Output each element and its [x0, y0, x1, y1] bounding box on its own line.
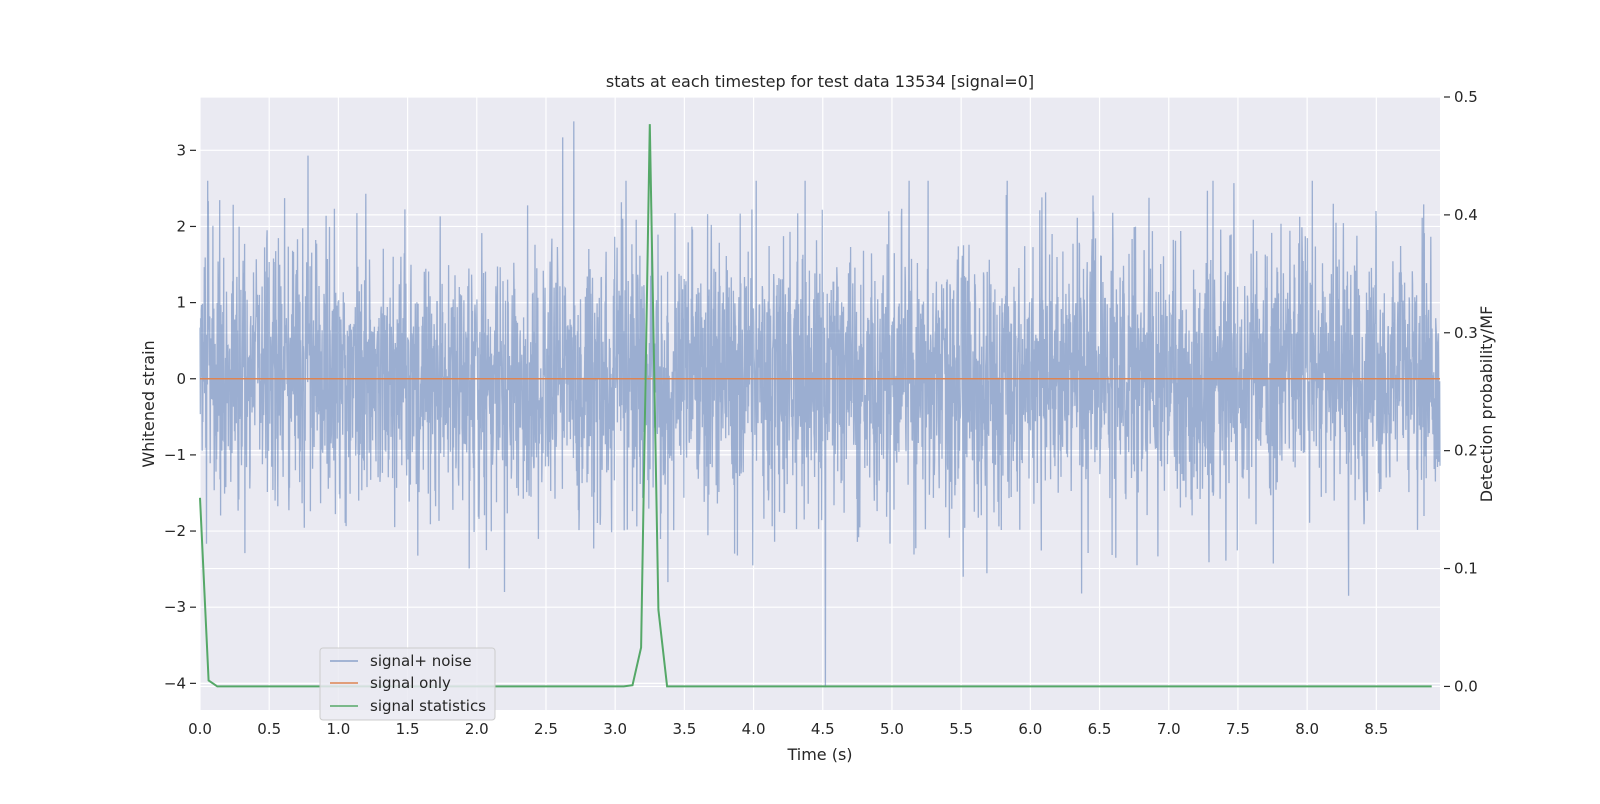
- chart-title: stats at each timestep for test data 135…: [606, 72, 1034, 91]
- right-tick-label: 0.0: [1454, 677, 1478, 695]
- x-tick-label: 0.5: [257, 720, 281, 738]
- signal-statistics-line: [199, 124, 1432, 688]
- signal-noise-series: [199, 121, 1441, 688]
- y-tick-label: −3: [164, 598, 186, 616]
- y-tick-label: 3: [176, 141, 186, 159]
- x-tick-label: 7.0: [1157, 720, 1181, 738]
- y-axis-label-right: Detection probability/MF: [1477, 306, 1496, 503]
- right-tick-label: 0.5: [1454, 88, 1478, 106]
- y-tick-label: 1: [176, 294, 186, 312]
- x-tick-label: 8.0: [1295, 720, 1319, 738]
- x-tick-label: 6.5: [1088, 720, 1112, 738]
- x-tick-label: 3.0: [603, 720, 627, 738]
- x-axis-label: Time (s): [786, 745, 852, 764]
- x-tick-label: 4.0: [742, 720, 766, 738]
- right-tick-label: 0.3: [1454, 324, 1478, 342]
- legend-label-signal-noise: signal+ noise: [370, 652, 472, 670]
- signal-statistics-series: [199, 124, 1432, 688]
- x-tick-label: 1.0: [326, 720, 350, 738]
- x-tick-label: 5.0: [880, 720, 904, 738]
- x-tick-label: 2.0: [465, 720, 489, 738]
- y-axis-label-left: Whitened strain: [139, 340, 158, 467]
- x-tick-label: 4.5: [811, 720, 835, 738]
- x-tick-label: 6.0: [1018, 720, 1042, 738]
- signal-noise-line: [199, 121, 1441, 688]
- right-tick-label: 0.1: [1454, 560, 1478, 578]
- right-tick-label: 0.2: [1454, 442, 1478, 460]
- legend-label-signal-statistics: signal statistics: [370, 697, 486, 715]
- right-axis: 0.0 0.1 0.2 0.3 0.4 0.5: [1444, 88, 1478, 695]
- legend: signal+ noise signal only signal statist…: [319, 647, 496, 721]
- x-tick-label: 3.5: [672, 720, 696, 738]
- x-tick-label: 1.5: [396, 720, 420, 738]
- y-tick-label: −1: [164, 446, 186, 464]
- x-tick-label: 2.5: [534, 720, 558, 738]
- x-tick-label: 8.5: [1364, 720, 1388, 738]
- y-tick-label: 2: [176, 217, 186, 235]
- y-tick-label: 0: [176, 370, 186, 388]
- y-tick-label: −2: [164, 522, 186, 540]
- x-tick-label: 5.5: [949, 720, 973, 738]
- x-tick-label: 7.5: [1226, 720, 1250, 738]
- legend-label-signal-only: signal only: [370, 674, 451, 692]
- x-axis: 0.0 0.5 1.0 1.5 2.0 2.5 3.0 3.5 4.0 4.5 5.0 5.5 6.0 6…: [188, 720, 1388, 738]
- x-tick-label: 0.0: [188, 720, 212, 738]
- y-tick-label: −4: [164, 674, 186, 692]
- right-tick-label: 0.4: [1454, 206, 1478, 224]
- legend-box: [319, 647, 496, 721]
- y-axis: −4 −3 −2 −1 0 1 2 3: [164, 141, 196, 692]
